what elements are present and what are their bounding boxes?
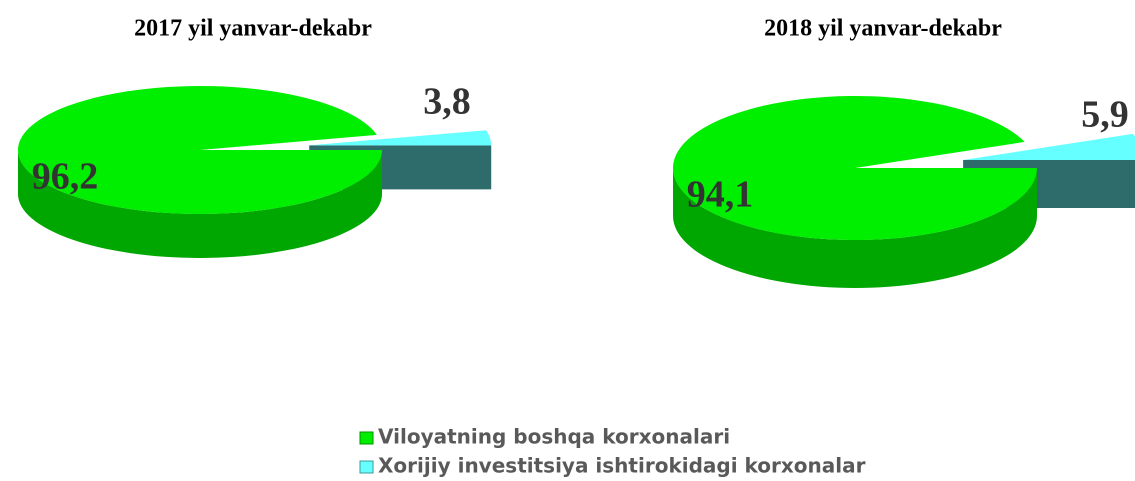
slice-top <box>673 95 1037 240</box>
legend-label: Viloyatning boshqa korxonalari <box>378 425 730 449</box>
legend-swatch <box>359 431 374 445</box>
chart-title: 2018 yil yanvar-dekabr <box>764 16 1002 42</box>
slice-side <box>673 168 1037 288</box>
slice: Viloyatning boshqa korxonalari <box>17 86 383 258</box>
slice: Viloyatning boshqa korxonalari <box>673 95 1037 288</box>
slice-top <box>309 130 492 146</box>
value-label: 94,1 <box>687 174 754 216</box>
legend-swatch <box>359 460 374 474</box>
chart-title: 2017 yil yanvar-dekabr <box>134 16 372 42</box>
value-label: 3,8 <box>423 81 471 123</box>
slice-top <box>17 86 383 215</box>
slice-side <box>18 150 382 258</box>
slice-top <box>963 133 1135 160</box>
value-label: 5,9 <box>1081 94 1129 136</box>
value-label: 96,2 <box>32 156 99 198</box>
legend-label: Xorijiy investitsiya ishtirokidagi korxo… <box>378 454 866 478</box>
